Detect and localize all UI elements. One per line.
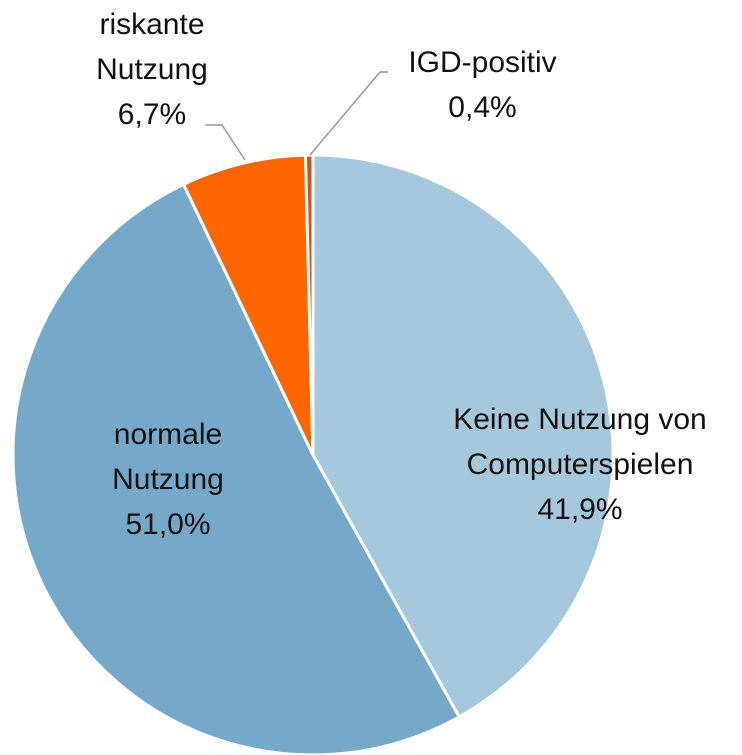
leader-line [309,71,388,156]
pie-slice [311,153,615,720]
pie-slice [303,153,315,456]
pie-slice [181,153,315,456]
slice-label: riskante Nutzung 6,7% [72,2,232,137]
slice-label: normale Nutzung 51,0% [88,412,248,547]
value-label: 0,4% [448,91,517,124]
value-label: 6,7% [117,98,187,131]
category-label: Keine Nutzung von Computerspielen [453,403,707,481]
category-label: IGD-positiv [408,46,557,79]
slice-label: IGD-positiv 0,4% [380,40,585,130]
leader-line [205,124,246,161]
category-label: riskante Nutzung [96,8,208,86]
category-label: normale Nutzung [112,418,224,496]
slice-label: Keine Nutzung von Computerspielen 41,9% [415,397,742,532]
value-label: 51,0% [125,508,211,541]
value-label: 41,9% [537,493,623,526]
